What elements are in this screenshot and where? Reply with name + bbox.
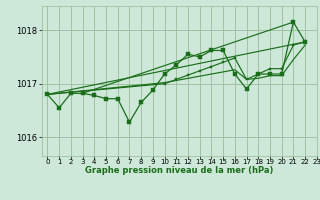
X-axis label: Graphe pression niveau de la mer (hPa): Graphe pression niveau de la mer (hPa): [85, 166, 273, 175]
